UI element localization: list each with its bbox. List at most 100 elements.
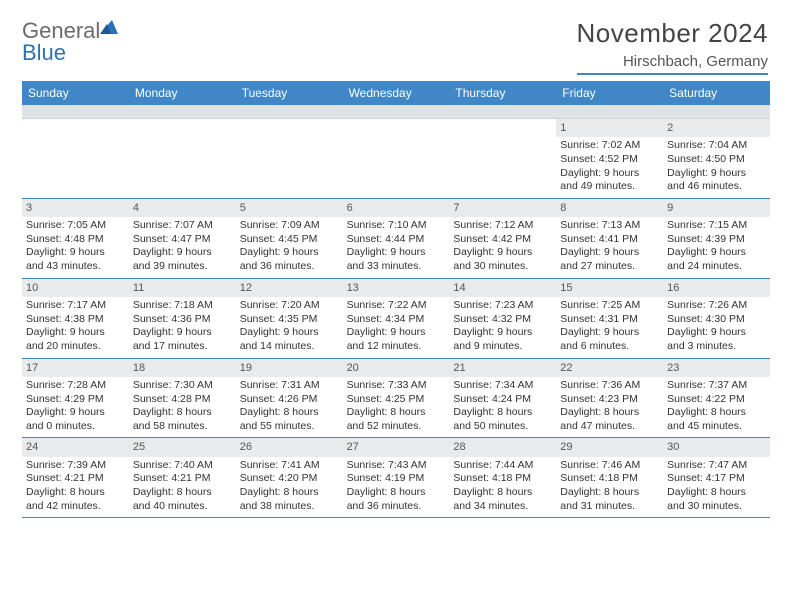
sunrise-text: Sunrise: 7:13 AM xyxy=(560,219,659,233)
sunrise-text: Sunrise: 7:04 AM xyxy=(667,139,766,153)
calendar-cell: 10Sunrise: 7:17 AMSunset: 4:38 PMDayligh… xyxy=(22,279,129,358)
calendar-cell: 9Sunrise: 7:15 AMSunset: 4:39 PMDaylight… xyxy=(663,199,770,278)
daylight-text: Daylight: 9 hours and 0 minutes. xyxy=(26,406,125,433)
weekday-label: Sunday xyxy=(22,81,129,105)
sunset-text: Sunset: 4:30 PM xyxy=(667,313,766,327)
sunset-text: Sunset: 4:39 PM xyxy=(667,233,766,247)
logo-triangle-icon xyxy=(100,20,118,34)
calendar-cell xyxy=(129,119,236,198)
daylight-text: Daylight: 8 hours and 36 minutes. xyxy=(347,486,446,513)
sunset-text: Sunset: 4:29 PM xyxy=(26,393,125,407)
daylight-text: Daylight: 9 hours and 14 minutes. xyxy=(240,326,339,353)
calendar-cell: 4Sunrise: 7:07 AMSunset: 4:47 PMDaylight… xyxy=(129,199,236,278)
daylight-text: Daylight: 8 hours and 50 minutes. xyxy=(453,406,552,433)
day-number: 10 xyxy=(22,279,129,297)
sunrise-text: Sunrise: 7:23 AM xyxy=(453,299,552,313)
calendar-week: 3Sunrise: 7:05 AMSunset: 4:48 PMDaylight… xyxy=(22,199,770,279)
day-number: 11 xyxy=(129,279,236,297)
sunrise-text: Sunrise: 7:18 AM xyxy=(133,299,232,313)
sunset-text: Sunset: 4:50 PM xyxy=(667,153,766,167)
sunset-text: Sunset: 4:24 PM xyxy=(453,393,552,407)
day-number: 27 xyxy=(343,438,450,456)
sunrise-text: Sunrise: 7:46 AM xyxy=(560,459,659,473)
daylight-text: Daylight: 9 hours and 24 minutes. xyxy=(667,246,766,273)
sunrise-text: Sunrise: 7:28 AM xyxy=(26,379,125,393)
weekday-label: Saturday xyxy=(663,81,770,105)
sunset-text: Sunset: 4:18 PM xyxy=(453,472,552,486)
daylight-text: Daylight: 8 hours and 31 minutes. xyxy=(560,486,659,513)
calendar-week: 17Sunrise: 7:28 AMSunset: 4:29 PMDayligh… xyxy=(22,359,770,439)
brand-logo: General Blue xyxy=(22,18,118,64)
day-number: 13 xyxy=(343,279,450,297)
sunrise-text: Sunrise: 7:02 AM xyxy=(560,139,659,153)
daylight-text: Daylight: 9 hours and 46 minutes. xyxy=(667,167,766,194)
day-number: 16 xyxy=(663,279,770,297)
sunrise-text: Sunrise: 7:39 AM xyxy=(26,459,125,473)
weekday-label: Friday xyxy=(556,81,663,105)
calendar-cell: 3Sunrise: 7:05 AMSunset: 4:48 PMDaylight… xyxy=(22,199,129,278)
sunset-text: Sunset: 4:26 PM xyxy=(240,393,339,407)
daylight-text: Daylight: 9 hours and 36 minutes. xyxy=(240,246,339,273)
daylight-text: Daylight: 9 hours and 20 minutes. xyxy=(26,326,125,353)
calendar-cell: 15 Sunrise: 7:25 AMSunset: 4:31 PMDayligh… xyxy=(556,279,663,358)
sunrise-text: Sunrise: 7:37 AM xyxy=(667,379,766,393)
sunset-text: Sunset: 4:21 PM xyxy=(133,472,232,486)
sunset-text: Sunset: 4:19 PM xyxy=(347,472,446,486)
daylight-text: Daylight: 9 hours and 17 minutes. xyxy=(133,326,232,353)
sunset-text: Sunset: 4:31 PM xyxy=(560,313,659,327)
calendar-cell: 20Sunrise: 7:33 AMSunset: 4:25 PMDayligh… xyxy=(343,359,450,438)
daylight-text: Daylight: 8 hours and 52 minutes. xyxy=(347,406,446,433)
month-title: November 2024 xyxy=(577,18,769,49)
calendar-cell: 23Sunrise: 7:37 AMSunset: 4:22 PMDayligh… xyxy=(663,359,770,438)
sunset-text: Sunset: 4:17 PM xyxy=(667,472,766,486)
weekday-label: Wednesday xyxy=(343,81,450,105)
day-number: 29 xyxy=(556,438,663,456)
daylight-text: Daylight: 8 hours and 45 minutes. xyxy=(667,406,766,433)
calendar-week: 1Sunrise: 7:02 AMSunset: 4:52 PMDaylight… xyxy=(22,119,770,199)
calendar-cell: 18Sunrise: 7:30 AMSunset: 4:28 PMDayligh… xyxy=(129,359,236,438)
weeks-container: 1Sunrise: 7:02 AMSunset: 4:52 PMDaylight… xyxy=(22,119,770,518)
sunrise-text: Sunrise: 7:41 AM xyxy=(240,459,339,473)
brand-text: General Blue xyxy=(22,20,118,64)
day-number: 25 xyxy=(129,438,236,456)
calendar-cell: 12Sunrise: 7:20 AMSunset: 4:35 PMDayligh… xyxy=(236,279,343,358)
sunrise-text: Sunrise: 7:07 AM xyxy=(133,219,232,233)
day-number: 17 xyxy=(22,359,129,377)
sunrise-text: Sunrise: 7:09 AM xyxy=(240,219,339,233)
daylight-text: Daylight: 9 hours and 43 minutes. xyxy=(26,246,125,273)
calendar-cell: 11Sunrise: 7:18 AMSunset: 4:36 PMDayligh… xyxy=(129,279,236,358)
calendar-cell: 22Sunrise: 7:36 AMSunset: 4:23 PMDayligh… xyxy=(556,359,663,438)
weekday-label: Thursday xyxy=(449,81,556,105)
day-number: 24 xyxy=(22,438,129,456)
sunset-text: Sunset: 4:20 PM xyxy=(240,472,339,486)
sunset-text: Sunset: 4:22 PM xyxy=(667,393,766,407)
daylight-text: Daylight: 9 hours and 6 minutes. xyxy=(560,326,659,353)
weekday-label: Monday xyxy=(129,81,236,105)
sunset-text: Sunset: 4:21 PM xyxy=(26,472,125,486)
calendar-cell: 27Sunrise: 7:43 AMSunset: 4:19 PMDayligh… xyxy=(343,438,450,517)
daylight-text: Daylight: 9 hours and 33 minutes. xyxy=(347,246,446,273)
day-number: 30 xyxy=(663,438,770,456)
calendar: Sunday Monday Tuesday Wednesday Thursday… xyxy=(22,81,770,518)
day-number: 9 xyxy=(663,199,770,217)
day-number: 3 xyxy=(22,199,129,217)
sunrise-text: Sunrise: 7:33 AM xyxy=(347,379,446,393)
calendar-cell: 30Sunrise: 7:47 AMSunset: 4:17 PMDayligh… xyxy=(663,438,770,517)
calendar-cell: 7Sunrise: 7:12 AMSunset: 4:42 PMDaylight… xyxy=(449,199,556,278)
daylight-text: Daylight: 8 hours and 58 minutes. xyxy=(133,406,232,433)
day-number: 15 xyxy=(556,279,663,297)
calendar-cell: 19Sunrise: 7:31 AMSunset: 4:26 PMDayligh… xyxy=(236,359,343,438)
title-block: November 2024 Hirschbach, Germany xyxy=(577,18,771,75)
sunrise-text: Sunrise: 7:47 AM xyxy=(667,459,766,473)
calendar-page: General Blue November 2024 Hirschbach, G… xyxy=(0,0,792,528)
day-number: 2 xyxy=(663,119,770,137)
calendar-cell: 6Sunrise: 7:10 AMSunset: 4:44 PMDaylight… xyxy=(343,199,450,278)
daylight-text: Daylight: 8 hours and 34 minutes. xyxy=(453,486,552,513)
sunrise-text: Sunrise: 7:25 AM xyxy=(560,299,659,313)
day-number: 18 xyxy=(129,359,236,377)
daylight-text: Daylight: 9 hours and 27 minutes. xyxy=(560,246,659,273)
day-number: 7 xyxy=(449,199,556,217)
sunrise-text: Sunrise: 7:30 AM xyxy=(133,379,232,393)
sunrise-text: Sunrise: 7:31 AM xyxy=(240,379,339,393)
daylight-text: Daylight: 8 hours and 47 minutes. xyxy=(560,406,659,433)
